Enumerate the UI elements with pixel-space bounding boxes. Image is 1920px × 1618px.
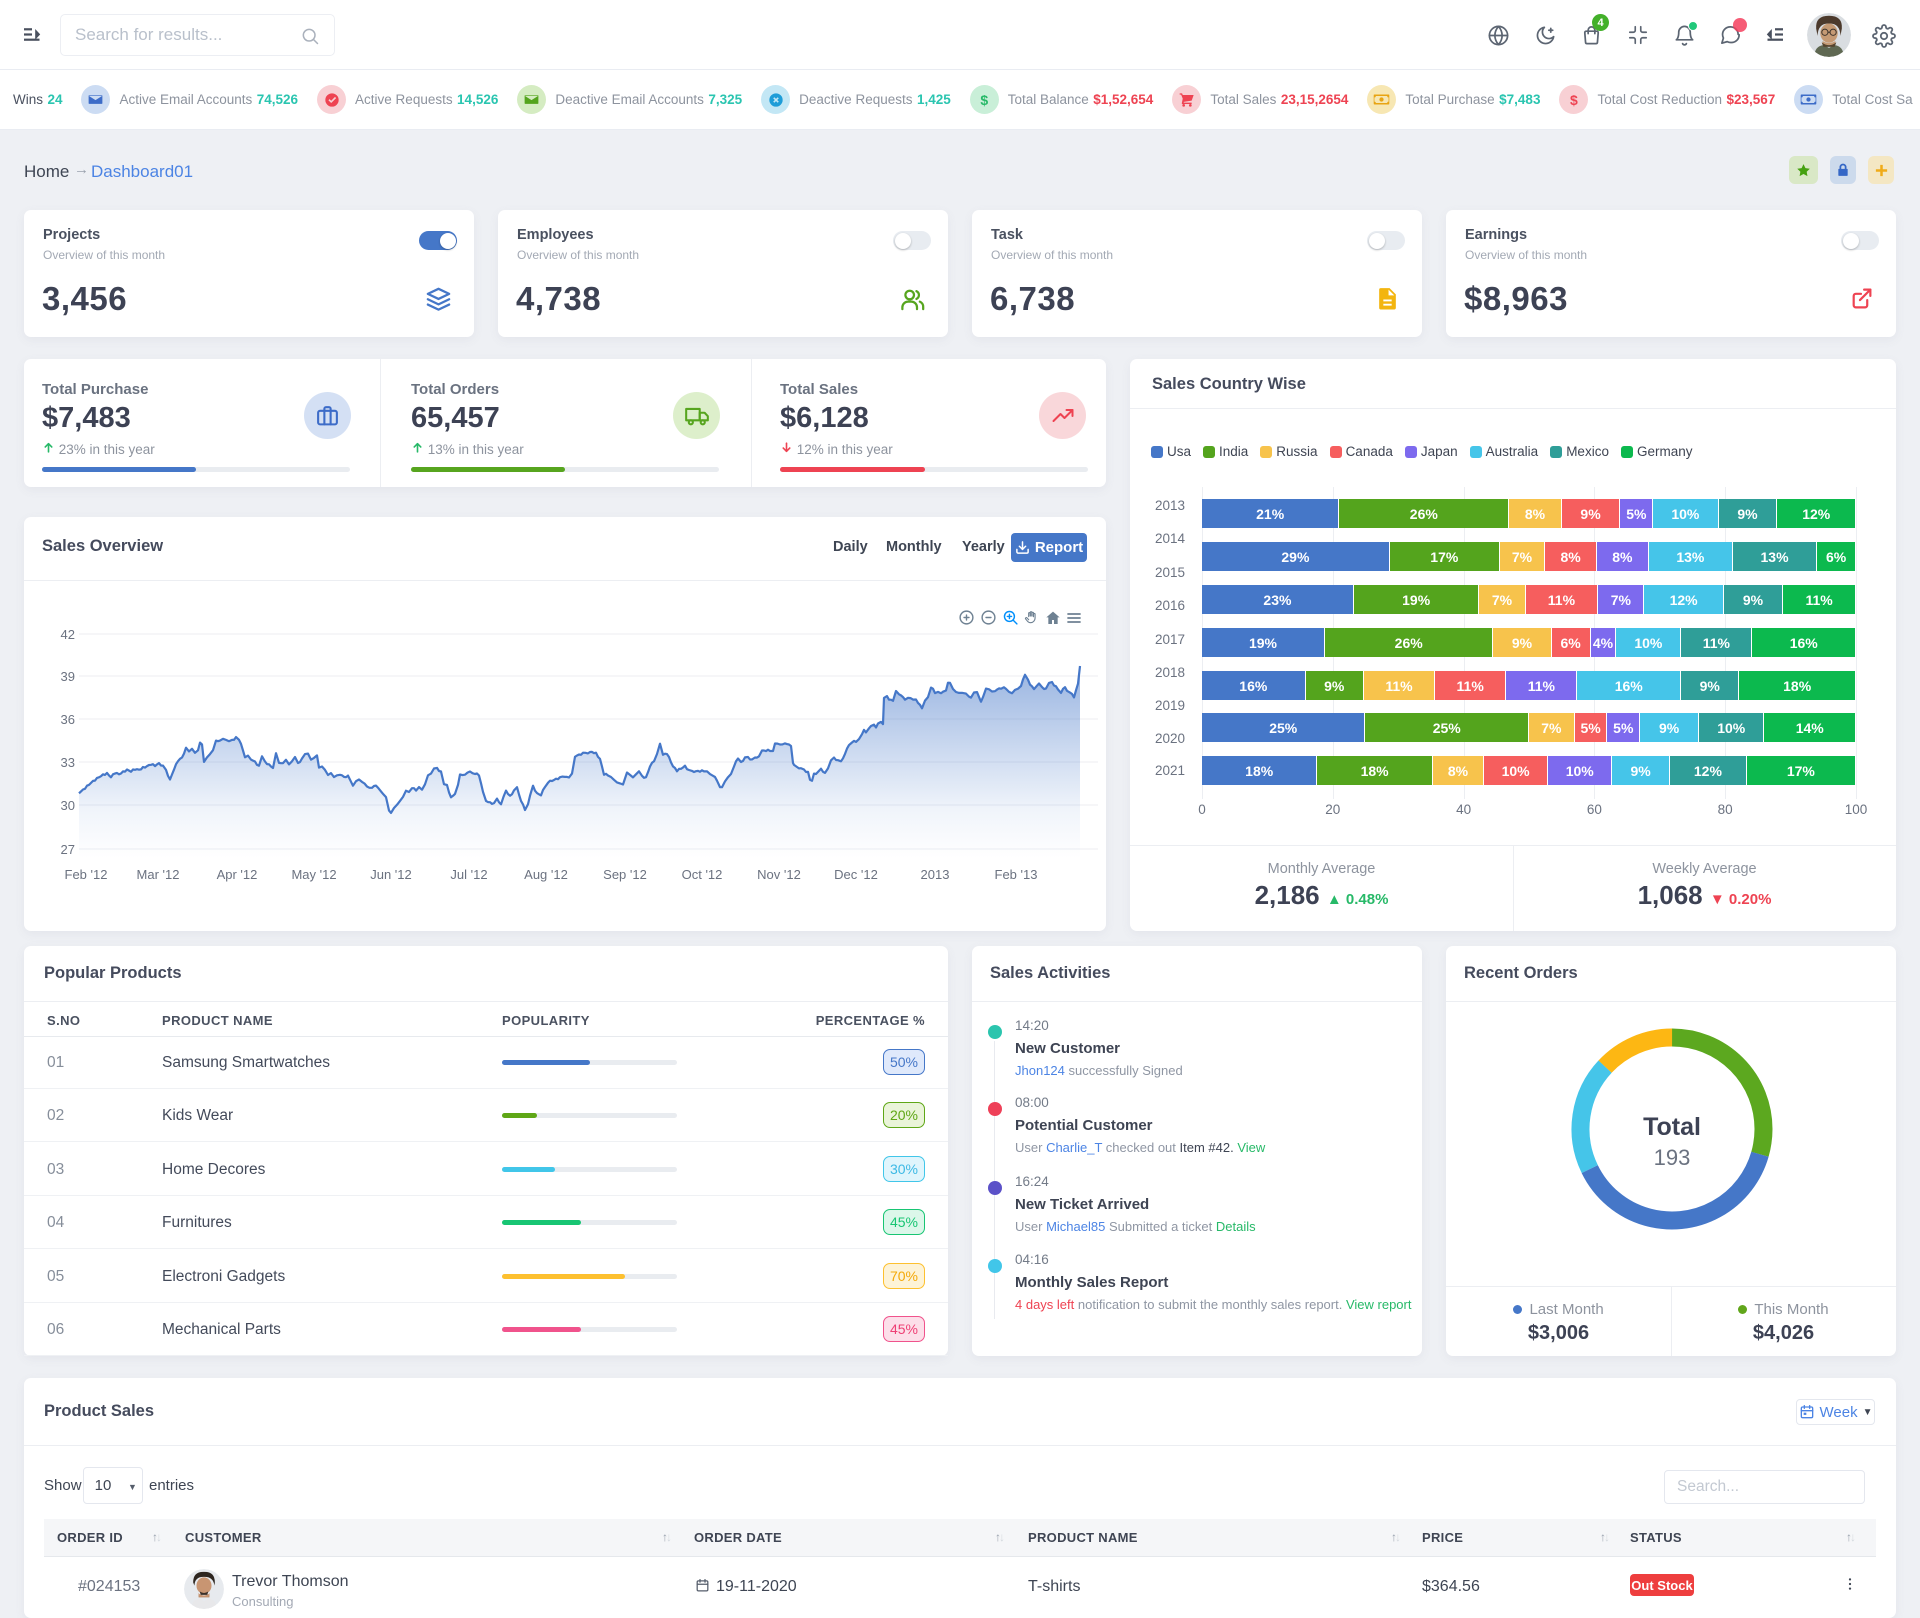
svg-text:39: 39 <box>61 669 75 684</box>
svg-text:Nov '12: Nov '12 <box>757 867 801 882</box>
svg-text:Apr '12: Apr '12 <box>217 867 258 882</box>
svg-text:Feb '13: Feb '13 <box>995 867 1038 882</box>
svg-text:Mar '12: Mar '12 <box>137 867 180 882</box>
svg-text:27: 27 <box>61 842 75 857</box>
svg-text:33: 33 <box>61 755 75 770</box>
svg-text:2013: 2013 <box>921 867 950 882</box>
svg-text:Sep '12: Sep '12 <box>603 867 647 882</box>
svg-text:Aug '12: Aug '12 <box>524 867 568 882</box>
svg-text:Jul '12: Jul '12 <box>450 867 487 882</box>
svg-text:42: 42 <box>61 627 75 642</box>
svg-text:Oct '12: Oct '12 <box>682 867 723 882</box>
svg-text:Dec '12: Dec '12 <box>834 867 878 882</box>
svg-text:May '12: May '12 <box>291 867 336 882</box>
svg-text:30: 30 <box>61 798 75 813</box>
svg-text:36: 36 <box>61 712 75 727</box>
svg-text:Feb '12: Feb '12 <box>65 867 108 882</box>
svg-text:Jun '12: Jun '12 <box>370 867 412 882</box>
